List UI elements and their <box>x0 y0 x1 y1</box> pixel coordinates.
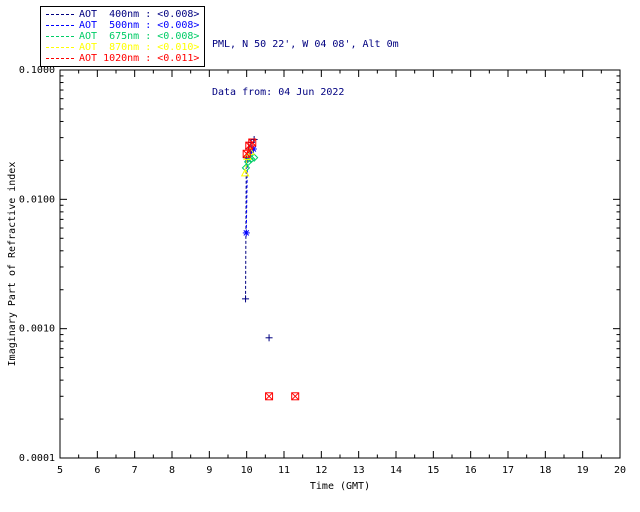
legend-line-sample <box>46 14 74 15</box>
legend-item: AOT 870nm : <0.010> <box>46 42 199 53</box>
x-tick-label: 13 <box>353 465 365 476</box>
x-tick-label: 7 <box>132 465 138 476</box>
legend-item: AOT 400nm : <0.008> <box>46 9 199 20</box>
legend-label: AOT 500nm : <0.008> <box>79 20 200 31</box>
x-tick-label: 19 <box>577 465 589 476</box>
x-tick-label: 8 <box>169 465 175 476</box>
data-date: Data from: 04 Jun 2022 <box>212 87 345 98</box>
y-tick-label: 0.0010 <box>19 324 55 335</box>
legend-item: AOT 675nm : <0.008> <box>46 31 199 42</box>
x-tick-label: 6 <box>94 465 100 476</box>
legend-item: AOT 500nm : <0.008> <box>46 20 199 31</box>
y-axis-label: Imaginary Part of Refractive index <box>7 162 18 367</box>
legend-line-sample <box>46 25 74 26</box>
x-tick-label: 16 <box>465 465 477 476</box>
legend-label: AOT 1020nm : <0.011> <box>79 53 200 64</box>
x-tick-label: 5 <box>57 465 63 476</box>
x-tick-label: 20 <box>614 465 626 476</box>
legend-line-sample <box>46 47 74 48</box>
x-tick-label: 11 <box>278 465 290 476</box>
legend-item: AOT 1020nm : <0.011> <box>46 53 199 64</box>
x-tick-label: 15 <box>427 465 439 476</box>
x-tick-label: 17 <box>502 465 514 476</box>
legend: AOT 400nm : <0.008> AOT 500nm : <0.008> AO… <box>40 6 206 67</box>
x-tick-label: 18 <box>539 465 551 476</box>
x-tick-label: 10 <box>241 465 253 476</box>
x-tick-label: 12 <box>315 465 327 476</box>
x-tick-label: 14 <box>390 465 402 476</box>
legend-label: AOT 400nm : <0.008> <box>79 9 200 20</box>
legend-label: AOT 870nm : <0.010> <box>79 42 200 53</box>
series-aot-1020nm <box>242 138 300 401</box>
x-tick-label: 9 <box>206 465 212 476</box>
y-tick-label: 0.0100 <box>19 194 55 205</box>
y-tick-label: 0.1000 <box>19 65 55 76</box>
y-tick-label: 0.0001 <box>19 453 55 464</box>
legend-line-sample <box>46 36 74 37</box>
plot-header: PML, N 50 22', W 04 08', Alt 0m Data fro… <box>212 5 399 133</box>
station-info: PML, N 50 22', W 04 08', Alt 0m <box>212 39 399 50</box>
legend-label: AOT 675nm : <0.008> <box>79 31 200 42</box>
x-axis-label: Time (GMT) <box>310 481 370 492</box>
legend-line-sample <box>46 58 74 59</box>
